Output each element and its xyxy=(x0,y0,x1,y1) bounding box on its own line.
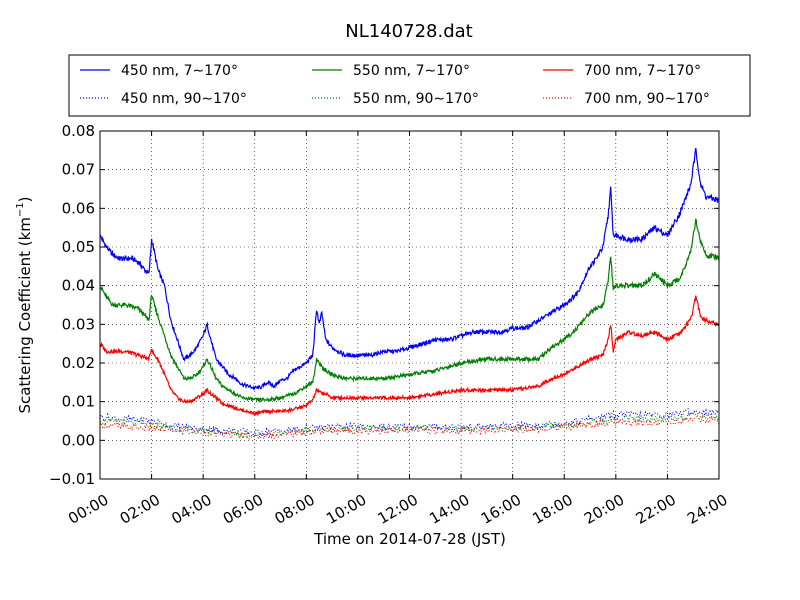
legend-label: 550 nm, 90∼170° xyxy=(353,91,479,107)
y-tick-label: −0.01 xyxy=(49,470,95,488)
x-tick-label: 16:00 xyxy=(478,491,524,528)
legend-label: 450 nm, 90∼170° xyxy=(121,91,247,107)
y-tick-label: 0.02 xyxy=(62,354,95,372)
series-line xyxy=(99,218,720,404)
x-tick-label: 22:00 xyxy=(633,491,679,528)
y-tick-label: 0.07 xyxy=(62,161,95,179)
y-axis-label-superscript: −1 xyxy=(15,202,26,217)
legend-label: 550 nm, 7∼170° xyxy=(353,63,470,79)
y-tick-label: 0.08 xyxy=(62,122,95,140)
legend-label: 450 nm, 7∼170° xyxy=(121,63,238,79)
x-tick-label: 06:00 xyxy=(220,491,266,528)
series-layer xyxy=(99,147,720,441)
x-tick-label: 10:00 xyxy=(323,491,369,528)
legend-frame xyxy=(68,54,751,117)
tick-labels: 00:00 02:00 04:00 06:00 08:00 10:00 12:00 14:00… xyxy=(49,122,731,528)
x-tick-label: 24:00 xyxy=(684,491,730,528)
series-line xyxy=(99,147,720,391)
x-tick-label: 02:00 xyxy=(117,491,163,528)
series-line xyxy=(99,411,720,439)
x-tick-label: 20:00 xyxy=(581,491,627,528)
y-tick-label: 0.00 xyxy=(62,431,95,449)
x-tick-label: 00:00 xyxy=(65,491,111,528)
y-axis-label: Scattering Coefficient (km−1) xyxy=(15,196,34,413)
y-tick-label: 0.01 xyxy=(62,393,95,411)
legend: 450 nm, 7∼170° 550 nm, 7∼170° 700 nm, 7∼17… xyxy=(68,54,751,117)
y-tick-label: 0.04 xyxy=(62,277,95,295)
series-line xyxy=(99,295,720,417)
y-tick-label: 0.06 xyxy=(62,199,95,217)
x-tick-label: 14:00 xyxy=(426,491,472,528)
grid xyxy=(100,131,719,479)
y-axis-label-end: ) xyxy=(16,196,34,202)
y-tick-label: 0.03 xyxy=(62,315,95,333)
series-line xyxy=(99,415,720,441)
x-tick-label: 12:00 xyxy=(375,491,421,528)
y-axis-label-main: Scattering Coefficient (km xyxy=(16,217,34,413)
legend-label: 700 nm, 7∼170° xyxy=(584,63,701,79)
x-axis-label: Time on 2014-07-28 (JST) xyxy=(313,530,506,548)
series-line xyxy=(99,407,720,437)
chart-title: NL140728.dat xyxy=(345,21,472,42)
legend-label: 700 nm, 90∼170° xyxy=(584,91,710,107)
ticks xyxy=(99,130,720,480)
x-tick-label: 18:00 xyxy=(529,491,575,528)
x-tick-label: 04:00 xyxy=(168,491,214,528)
y-tick-label: 0.05 xyxy=(62,238,95,256)
x-tick-label: 08:00 xyxy=(271,491,317,528)
